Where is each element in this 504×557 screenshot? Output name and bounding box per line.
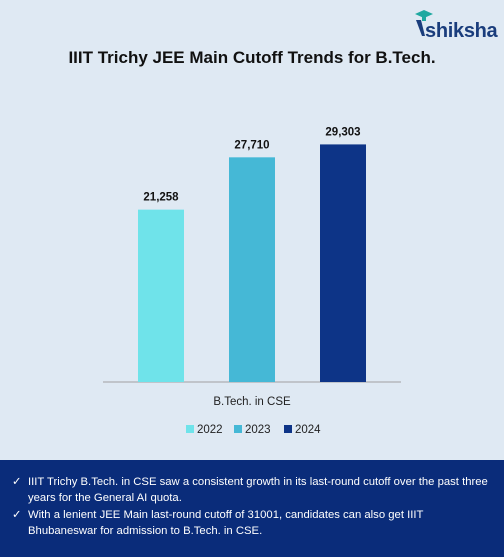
legend: 2022 2023 2024 [186, 424, 321, 436]
bar-2024 [320, 144, 366, 382]
chart-title: IIIT Trichy JEE Main Cutoff Trends for B… [68, 48, 436, 67]
bars-group: 21,258 27,710 29,303 [138, 126, 366, 382]
bar-2022 [138, 209, 184, 382]
note-text: IIIT Trichy B.Tech. in CSE saw a consist… [28, 476, 488, 504]
data-label-2024: 29,303 [325, 126, 360, 138]
legend-label-2023: 2023 [245, 424, 271, 436]
notes-list: ✓ IIIT Trichy B.Tech. in CSE saw a consis… [0, 460, 504, 539]
legend-swatch-2024 [284, 425, 292, 433]
bar-2023 [229, 157, 275, 382]
check-icon: ✓ [12, 476, 22, 488]
graduation-cap-icon [415, 10, 433, 36]
note-item: ✓ IIIT Trichy B.Tech. in CSE saw a consis… [12, 474, 494, 506]
note-text: With a lenient JEE Main last-round cutof… [28, 509, 424, 537]
legend-label-2022: 2022 [197, 424, 223, 436]
legend-label-2024: 2024 [295, 424, 321, 436]
legend-swatch-2022 [186, 425, 194, 433]
brand-name: shiksha [425, 20, 498, 42]
notes-panel: ✓ IIIT Trichy B.Tech. in CSE saw a consis… [0, 460, 504, 557]
x-tick-label: B.Tech. in CSE [213, 396, 291, 408]
data-label-2023: 27,710 [234, 139, 269, 151]
data-label-2022: 21,258 [143, 192, 179, 204]
check-icon: ✓ [12, 509, 22, 521]
note-item: ✓ With a lenient JEE Main last-round cuto… [12, 507, 494, 539]
shiksha-logo: shiksha [411, 6, 499, 46]
legend-swatch-2023 [234, 425, 242, 433]
